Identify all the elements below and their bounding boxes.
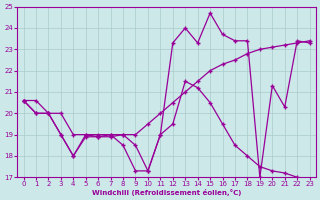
X-axis label: Windchill (Refroidissement éolien,°C): Windchill (Refroidissement éolien,°C) <box>92 189 241 196</box>
